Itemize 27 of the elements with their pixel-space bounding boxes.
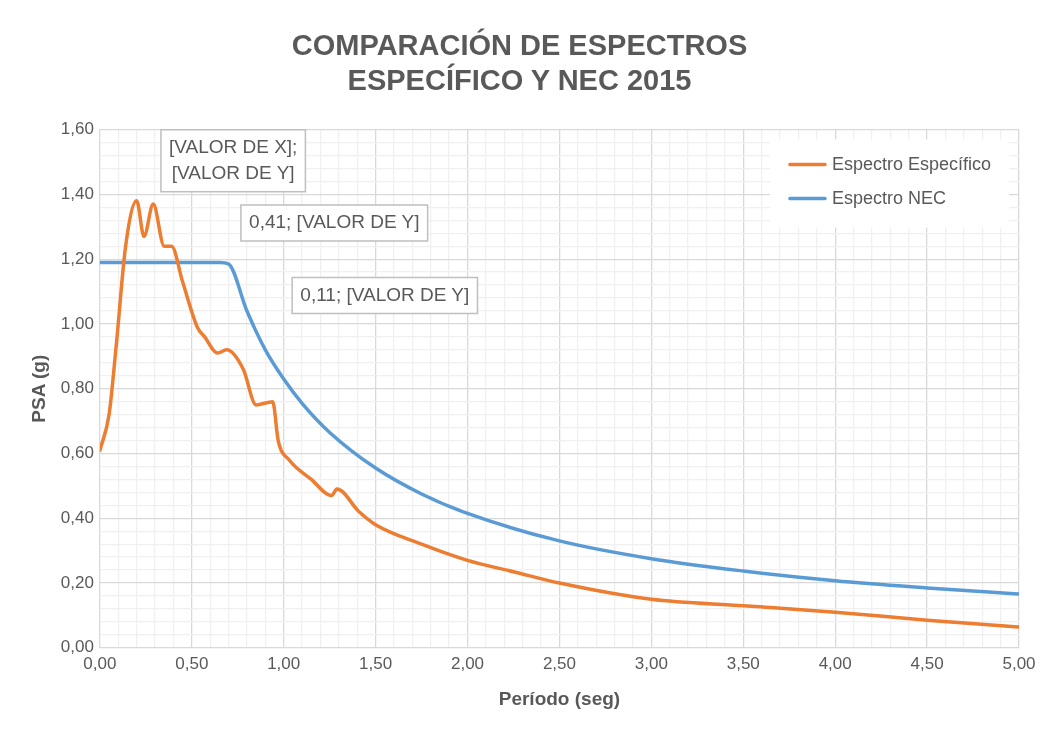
legend-label: Espectro Específico bbox=[831, 153, 991, 174]
y-tick-label: 0,60 bbox=[60, 443, 94, 463]
annotation: 0,41; [VALOR DE Y] bbox=[249, 211, 420, 233]
x-axis-title: Período (seg) bbox=[498, 687, 621, 709]
x-tick-label: 3,00 bbox=[634, 653, 668, 673]
x-tick-label: 2,50 bbox=[542, 653, 576, 673]
x-tick-label: 0,50 bbox=[175, 653, 209, 673]
y-tick-label: 0,40 bbox=[60, 507, 94, 527]
x-tick-label: 4,00 bbox=[818, 653, 852, 673]
y-tick-label: 1,20 bbox=[60, 248, 94, 268]
annotation: 0,11; [VALOR DE Y] bbox=[300, 283, 470, 305]
x-tick-label: 4,50 bbox=[910, 653, 944, 673]
y-tick-label: 1,40 bbox=[60, 184, 94, 204]
x-tick-label: 1,00 bbox=[267, 653, 301, 673]
x-tick-label: 2,00 bbox=[450, 653, 485, 673]
y-tick-label: 0,80 bbox=[60, 378, 94, 398]
x-tick-label: 3,50 bbox=[726, 653, 760, 673]
y-axis-title: PSA (g) bbox=[27, 354, 49, 423]
annotation: [VALOR DE X]; [VALOR DE Y] bbox=[168, 135, 298, 183]
x-tick-label: 1,50 bbox=[359, 653, 393, 673]
chart-title: COMPARACIÓN DE ESPECTROS ESPECÍFICO Y NEC 2015 bbox=[291, 28, 748, 97]
y-tick-label: 1,00 bbox=[60, 313, 94, 333]
line-series bbox=[99, 260, 1019, 596]
y-tick-label: 1,60 bbox=[60, 119, 94, 139]
x-tick-label: 5,00 bbox=[1002, 653, 1036, 673]
legend-label: Espectro NEC bbox=[831, 187, 946, 208]
y-tick-label: 0,20 bbox=[60, 572, 94, 592]
